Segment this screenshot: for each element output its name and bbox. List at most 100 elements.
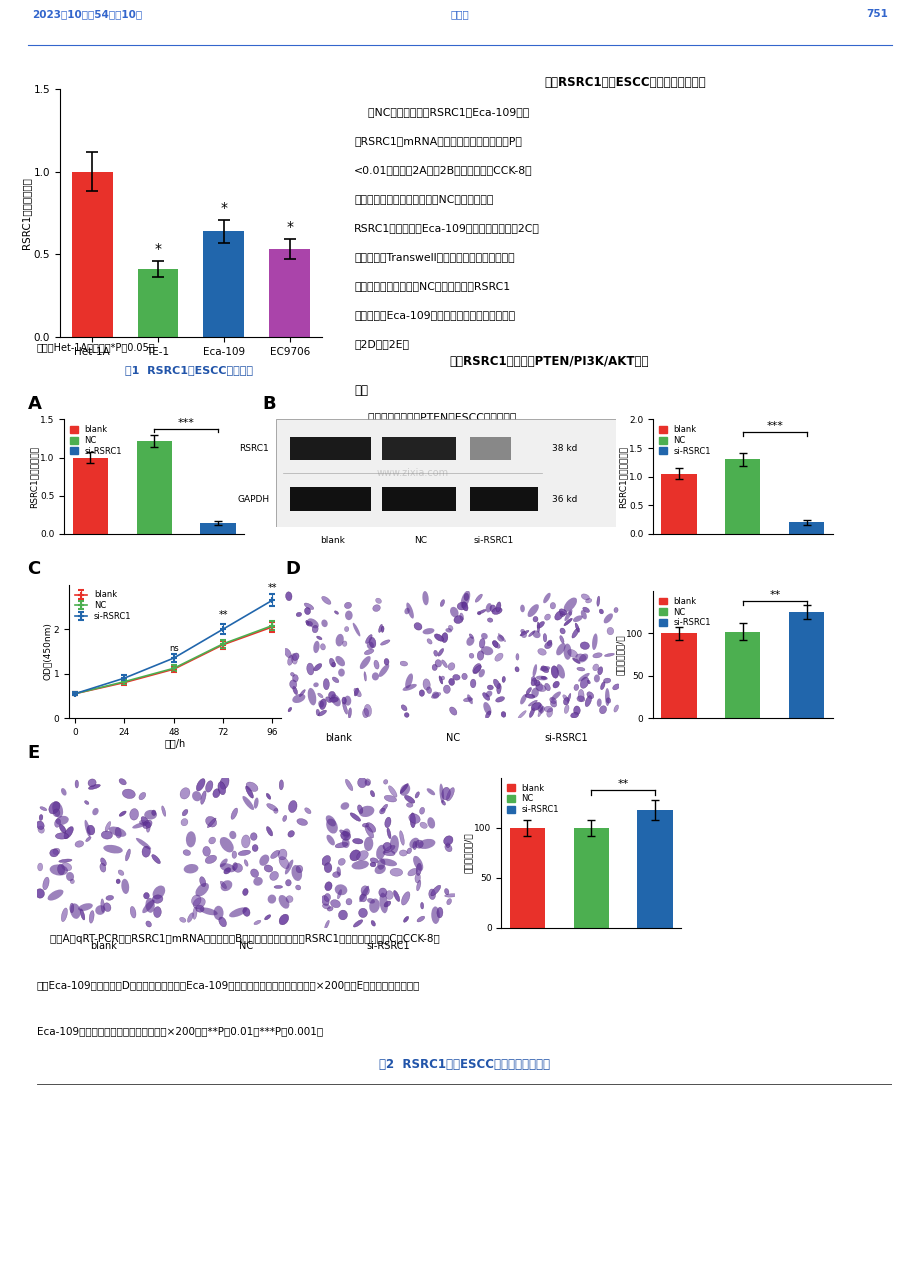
Ellipse shape bbox=[360, 886, 369, 896]
Ellipse shape bbox=[372, 605, 380, 611]
Ellipse shape bbox=[53, 808, 60, 817]
Ellipse shape bbox=[537, 622, 544, 628]
Bar bbox=[72, 172, 112, 337]
Text: 最后，通过Transwell实验检测各组细胞的迁移和: 最后，通过Transwell实验检测各组细胞的迁移和 bbox=[354, 252, 515, 262]
Ellipse shape bbox=[552, 681, 559, 688]
Ellipse shape bbox=[58, 864, 64, 874]
Ellipse shape bbox=[400, 661, 407, 666]
Ellipse shape bbox=[596, 596, 599, 606]
Ellipse shape bbox=[592, 663, 598, 671]
Ellipse shape bbox=[376, 845, 385, 859]
Ellipse shape bbox=[577, 689, 584, 702]
Ellipse shape bbox=[379, 892, 388, 914]
Ellipse shape bbox=[55, 816, 69, 825]
Ellipse shape bbox=[345, 779, 353, 791]
Ellipse shape bbox=[430, 885, 440, 896]
Ellipse shape bbox=[243, 907, 250, 916]
Ellipse shape bbox=[562, 698, 569, 705]
Ellipse shape bbox=[426, 639, 432, 644]
Text: **: ** bbox=[267, 583, 277, 594]
Ellipse shape bbox=[125, 849, 130, 860]
Ellipse shape bbox=[419, 807, 425, 815]
Ellipse shape bbox=[142, 900, 154, 913]
Text: NC: NC bbox=[446, 733, 460, 744]
Ellipse shape bbox=[369, 858, 378, 863]
Ellipse shape bbox=[209, 838, 215, 844]
Ellipse shape bbox=[348, 708, 351, 718]
Text: blank: blank bbox=[90, 942, 117, 951]
Ellipse shape bbox=[432, 665, 437, 671]
Ellipse shape bbox=[288, 656, 293, 665]
Ellipse shape bbox=[384, 796, 396, 802]
Ellipse shape bbox=[342, 838, 349, 848]
Ellipse shape bbox=[539, 707, 544, 714]
Legend: blank, NC, si-RSRC1: blank, NC, si-RSRC1 bbox=[505, 782, 560, 816]
Ellipse shape bbox=[495, 697, 504, 702]
Ellipse shape bbox=[492, 608, 502, 614]
Ellipse shape bbox=[307, 619, 319, 628]
Ellipse shape bbox=[250, 833, 256, 840]
Text: ***: *** bbox=[177, 418, 194, 428]
Y-axis label: 迁移细胞数量/个: 迁移细胞数量/个 bbox=[615, 634, 624, 675]
Ellipse shape bbox=[600, 681, 605, 690]
Ellipse shape bbox=[364, 836, 373, 852]
Ellipse shape bbox=[564, 609, 572, 622]
Y-axis label: 侵袭细胞数量/个: 侵袭细胞数量/个 bbox=[463, 833, 472, 873]
Ellipse shape bbox=[401, 705, 406, 710]
Ellipse shape bbox=[440, 600, 444, 606]
Ellipse shape bbox=[519, 694, 526, 704]
Ellipse shape bbox=[433, 651, 437, 656]
Ellipse shape bbox=[441, 801, 445, 805]
Ellipse shape bbox=[85, 836, 91, 841]
Ellipse shape bbox=[105, 821, 110, 831]
Ellipse shape bbox=[54, 819, 61, 827]
Ellipse shape bbox=[312, 683, 318, 688]
Ellipse shape bbox=[229, 831, 236, 839]
Ellipse shape bbox=[431, 693, 440, 698]
Ellipse shape bbox=[481, 633, 487, 639]
Ellipse shape bbox=[537, 622, 539, 633]
Ellipse shape bbox=[477, 651, 483, 660]
Ellipse shape bbox=[385, 891, 392, 900]
Ellipse shape bbox=[220, 838, 233, 853]
Bar bbox=[289, 437, 371, 460]
Ellipse shape bbox=[233, 863, 237, 871]
Ellipse shape bbox=[413, 841, 416, 849]
Ellipse shape bbox=[304, 608, 311, 615]
Ellipse shape bbox=[358, 806, 374, 817]
Ellipse shape bbox=[370, 791, 374, 797]
Ellipse shape bbox=[101, 831, 112, 839]
Ellipse shape bbox=[359, 894, 367, 902]
Ellipse shape bbox=[38, 826, 44, 834]
Ellipse shape bbox=[603, 614, 612, 623]
Ellipse shape bbox=[528, 708, 534, 717]
Ellipse shape bbox=[438, 676, 442, 684]
Ellipse shape bbox=[115, 827, 121, 838]
Text: si-RSRC1: si-RSRC1 bbox=[473, 536, 514, 545]
Ellipse shape bbox=[319, 699, 326, 709]
Ellipse shape bbox=[393, 891, 400, 901]
Ellipse shape bbox=[181, 819, 187, 826]
Bar bbox=[789, 613, 823, 718]
Ellipse shape bbox=[285, 859, 293, 874]
Ellipse shape bbox=[304, 602, 313, 610]
Ellipse shape bbox=[572, 658, 580, 663]
Text: **: ** bbox=[768, 590, 779, 600]
Text: 明显增加了Eca-109中的迁移和侵袭细胞数量，见: 明显增加了Eca-109中的迁移和侵袭细胞数量，见 bbox=[354, 310, 515, 319]
Ellipse shape bbox=[370, 920, 375, 927]
Ellipse shape bbox=[338, 669, 345, 676]
Ellipse shape bbox=[324, 920, 329, 929]
Ellipse shape bbox=[344, 602, 351, 609]
Ellipse shape bbox=[567, 649, 577, 657]
Ellipse shape bbox=[369, 899, 380, 913]
Ellipse shape bbox=[179, 918, 186, 923]
Ellipse shape bbox=[606, 698, 610, 703]
Ellipse shape bbox=[324, 882, 332, 891]
Text: 36 kd: 36 kd bbox=[551, 494, 576, 503]
Ellipse shape bbox=[289, 680, 297, 689]
Ellipse shape bbox=[414, 873, 420, 883]
Ellipse shape bbox=[66, 872, 74, 881]
Ellipse shape bbox=[582, 608, 589, 613]
Ellipse shape bbox=[292, 694, 305, 703]
Ellipse shape bbox=[264, 866, 272, 872]
